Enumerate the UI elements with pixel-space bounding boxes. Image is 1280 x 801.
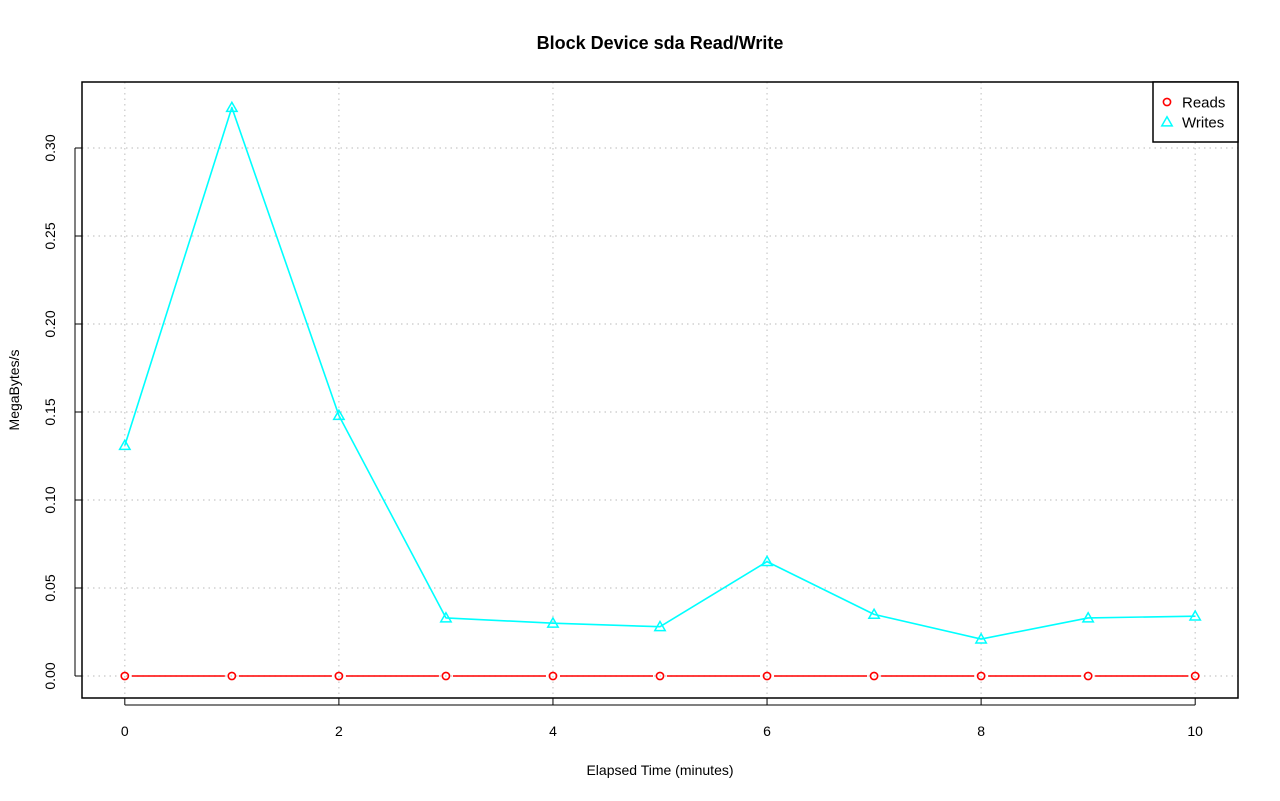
- point-writes: [974, 632, 988, 644]
- legend-label-reads: Reads: [1182, 95, 1225, 112]
- y-tick-label: 0.30: [42, 134, 58, 161]
- y-tick-label: 0.10: [42, 486, 58, 513]
- y-tick-label: 0.05: [42, 574, 58, 601]
- point-reads: [869, 671, 879, 681]
- x-tick-label: 4: [549, 723, 557, 739]
- point-writes: [546, 616, 560, 628]
- point-writes: [332, 408, 346, 421]
- x-tick-label: 2: [335, 723, 343, 739]
- legend-marker-reads: [1162, 97, 1172, 107]
- series-writes: [118, 100, 1202, 644]
- point-writes: [1188, 609, 1202, 621]
- legend-label-writes: Writes: [1182, 115, 1224, 132]
- series-reads: [120, 671, 1200, 681]
- point-reads: [655, 671, 665, 681]
- x-tick-label: 6: [763, 723, 771, 739]
- point-writes: [653, 620, 667, 632]
- x-tick-label: 0: [121, 723, 129, 739]
- y-tick-label: 0.00: [42, 662, 58, 689]
- point-writes: [118, 438, 132, 451]
- point-writes: [760, 554, 774, 567]
- x-axis-label: Elapsed Time (minutes): [586, 762, 733, 778]
- point-reads: [334, 671, 344, 681]
- legend-marker-writes: [1160, 115, 1174, 127]
- x-tick-label: 8: [977, 723, 985, 739]
- legend-box: [1152, 81, 1239, 143]
- point-writes: [1081, 611, 1095, 623]
- point-reads: [441, 671, 451, 681]
- point-reads: [120, 671, 130, 681]
- point-writes: [225, 100, 239, 113]
- point-writes: [867, 607, 881, 620]
- point-reads: [762, 671, 772, 681]
- y-axis: 0.00 0.05 0.10 0.15 0.20 0.25 0.30: [42, 134, 82, 690]
- x-tick-label: 10: [1187, 723, 1203, 739]
- chart-title: Block Device sda Read/Write: [537, 33, 784, 53]
- x-axis: 0 2 4 6 8 10: [121, 698, 1203, 739]
- point-reads: [1190, 671, 1200, 681]
- plot-frame: [81, 81, 1239, 699]
- point-writes: [439, 611, 453, 623]
- point-reads: [227, 671, 237, 681]
- series-line-writes: [124, 106, 1196, 640]
- point-reads: [548, 671, 558, 681]
- y-axis-label: MegaBytes/s: [6, 350, 22, 431]
- point-reads: [1083, 671, 1093, 681]
- y-tick-label: 0.20: [42, 310, 58, 337]
- y-tick-label: 0.15: [42, 398, 58, 425]
- point-reads: [976, 671, 986, 681]
- legend: Reads Writes: [1152, 81, 1239, 143]
- y-tick-label: 0.25: [42, 222, 58, 249]
- series-layer: [118, 100, 1202, 681]
